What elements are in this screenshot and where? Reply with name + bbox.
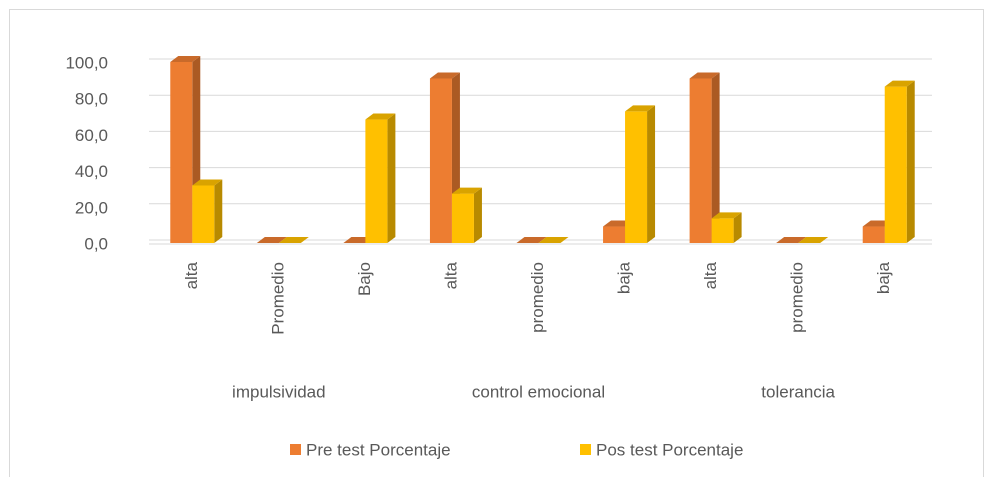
y-tick-label: 40,0 <box>75 162 108 181</box>
bar <box>798 237 829 243</box>
bar-front <box>711 218 734 243</box>
y-tick-label: 60,0 <box>75 126 108 145</box>
bar <box>689 72 720 243</box>
bar-side <box>647 105 656 244</box>
group-label: control emocional <box>472 382 605 401</box>
bar-side <box>906 80 915 243</box>
bar-front <box>192 185 215 243</box>
bar-top <box>689 72 720 79</box>
y-tick-label: 0,0 <box>84 234 108 253</box>
bar <box>625 105 656 244</box>
legend-swatch <box>290 444 301 455</box>
bar-front <box>884 86 907 243</box>
bar-top <box>776 237 807 243</box>
bar-side <box>473 187 482 243</box>
legend-label: Pre test Porcentaje <box>306 440 451 459</box>
bar-front <box>689 78 712 243</box>
bar-top <box>538 237 569 243</box>
x-tick-label: baja <box>615 261 634 294</box>
y-tick-label: 100,0 <box>65 53 108 72</box>
bar <box>776 237 807 243</box>
chart-frame <box>9 9 984 477</box>
bar-side <box>387 113 396 243</box>
bar-front <box>603 226 626 243</box>
bar-top <box>256 237 287 243</box>
bar <box>451 187 482 243</box>
bar <box>192 179 223 243</box>
bar-front <box>170 62 193 243</box>
bar-front <box>451 193 474 243</box>
bar-front <box>365 119 388 243</box>
x-tick-label: alta <box>701 261 720 289</box>
bar-top <box>884 80 915 87</box>
bar <box>516 237 547 243</box>
bar-top <box>170 56 201 62</box>
x-tick-label: promedio <box>788 262 807 333</box>
x-tick-label: alta <box>182 261 201 289</box>
group-label: impulsividad <box>232 382 326 401</box>
x-tick-label: Promedio <box>268 262 287 335</box>
x-tick-label: baja <box>874 261 893 294</box>
bar <box>278 237 309 243</box>
x-tick-label: alta <box>441 261 460 289</box>
y-tick-label: 20,0 <box>75 198 108 217</box>
legend-label: Pos test Porcentaje <box>596 440 743 459</box>
bar-top <box>365 113 396 120</box>
bar-front <box>862 226 885 243</box>
bar-side <box>733 212 742 243</box>
bar <box>884 80 915 243</box>
bar <box>538 237 569 243</box>
bar <box>256 237 287 243</box>
bar-front <box>429 78 452 243</box>
y-tick-label: 80,0 <box>75 90 108 109</box>
bar <box>365 113 396 243</box>
bar-top <box>451 187 482 194</box>
bar-top <box>278 237 309 243</box>
bar <box>711 212 742 243</box>
bar-side <box>711 72 720 243</box>
bar-top <box>516 237 547 243</box>
bar-top <box>625 105 656 112</box>
x-tick-label: promedio <box>528 262 547 333</box>
bar-top <box>429 72 460 79</box>
bar-front <box>625 111 648 244</box>
x-tick-label: Bajo <box>355 262 374 296</box>
bar-top <box>192 179 223 186</box>
legend-swatch <box>580 444 591 455</box>
bar-side <box>214 179 223 243</box>
bar-top <box>711 212 742 219</box>
group-label: tolerancia <box>761 382 835 401</box>
bar-top <box>798 237 829 243</box>
